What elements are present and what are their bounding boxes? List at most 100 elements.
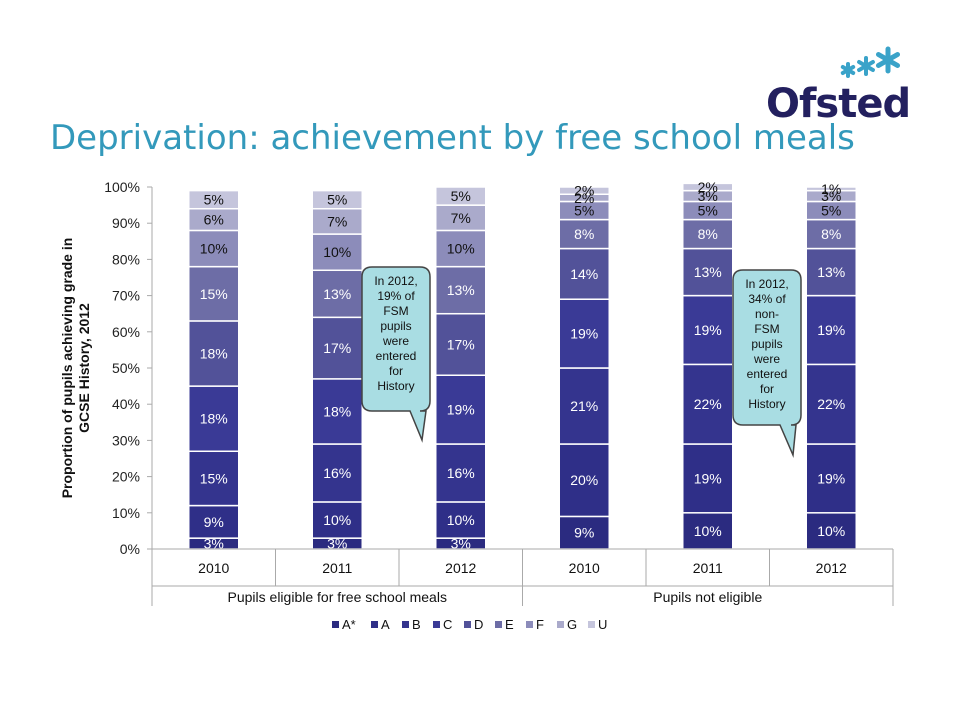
data-label: 8% — [574, 226, 594, 242]
bar-segment-c — [682, 294, 734, 366]
bar-segment-c — [435, 374, 487, 445]
legend-label: G — [567, 617, 577, 632]
data-label: 5% — [698, 203, 718, 219]
bar-segment-f — [311, 233, 363, 272]
y-tick-label: 90% — [112, 215, 140, 231]
bar-segment-c — [558, 298, 610, 369]
y-tick-label: 50% — [112, 360, 140, 376]
data-label: 8% — [698, 226, 718, 242]
legend-swatch — [332, 621, 339, 628]
data-label: 19% — [817, 470, 845, 486]
legend-swatch — [557, 621, 564, 628]
bar-segment-g — [311, 207, 363, 235]
y-tick-label: 0% — [120, 541, 140, 557]
bar-segment-b — [558, 367, 610, 445]
data-label: 5% — [574, 203, 594, 219]
logo-text: Ofsted — [766, 81, 910, 122]
data-label: 13% — [323, 286, 351, 302]
data-label: 18% — [200, 346, 228, 362]
ofsted-logo: Ofsted — [766, 46, 911, 122]
bar-segment-c — [805, 294, 857, 366]
data-label: 18% — [200, 411, 228, 427]
legend-label: B — [412, 617, 421, 632]
data-label: 13% — [447, 282, 475, 298]
bar-segment-u — [682, 182, 734, 192]
callout-text: In 2012, 19% of FSM pupils were entered for His… — [374, 274, 417, 393]
bar-segment-u — [805, 186, 857, 192]
legend-swatch — [433, 621, 440, 628]
data-label: 3% — [204, 536, 224, 552]
bar-segment-d — [558, 247, 610, 300]
legend-item: C — [433, 617, 452, 632]
data-label: 5% — [451, 188, 471, 204]
data-label: 3% — [821, 188, 841, 204]
y-tick-label: 70% — [112, 288, 140, 304]
x-tick-label: 2010 — [569, 560, 600, 576]
data-label: 10% — [323, 512, 351, 528]
data-label: 2% — [574, 183, 594, 199]
y-tick-label: 20% — [112, 469, 140, 485]
data-label: 3% — [327, 536, 347, 552]
data-label: 22% — [694, 396, 722, 412]
data-label: 14% — [570, 266, 598, 282]
legend-item: D — [464, 617, 483, 632]
legend-label: A — [381, 617, 390, 632]
data-label: 19% — [570, 326, 598, 342]
data-label: 16% — [323, 465, 351, 481]
data-label: 5% — [327, 192, 347, 208]
data-label: 19% — [817, 322, 845, 338]
x-tick-label: 2010 — [198, 560, 229, 576]
data-label: 2% — [698, 179, 718, 195]
data-label: 10% — [200, 241, 228, 257]
data-label: 10% — [817, 523, 845, 539]
data-label: 19% — [694, 470, 722, 486]
callout-bubble — [361, 266, 431, 443]
bar-segment-u — [188, 189, 240, 210]
legend-swatch — [402, 621, 409, 628]
data-label: 1% — [821, 181, 841, 197]
legend-item: F — [526, 617, 544, 632]
bar-segment-b — [311, 443, 363, 503]
data-label: 19% — [447, 402, 475, 418]
data-label: 9% — [574, 525, 594, 541]
data-label: 15% — [200, 470, 228, 486]
data-label: 10% — [447, 512, 475, 528]
data-label: 5% — [821, 203, 841, 219]
data-label: 10% — [323, 244, 351, 260]
data-label: 22% — [817, 396, 845, 412]
bar-segment-d — [682, 247, 734, 297]
bar-segment-u — [311, 189, 363, 210]
data-label: 9% — [204, 514, 224, 530]
y-tick-label: 80% — [112, 251, 140, 267]
data-label: 10% — [447, 241, 475, 257]
y-tick-label: 10% — [112, 505, 140, 521]
x-group-label: Pupils not eligible — [653, 589, 762, 605]
data-label: 8% — [821, 226, 841, 242]
y-tick-label: 30% — [112, 432, 140, 448]
legend-label: C — [443, 617, 452, 632]
annotation-callout: In 2012, 19% of FSM pupils were entered for His… — [361, 266, 431, 443]
data-label: 13% — [694, 264, 722, 280]
bar-segment-a — [558, 443, 610, 518]
bar-segment-a — [805, 443, 857, 514]
logo-stars-icon — [840, 46, 901, 78]
bar-segment-e — [805, 218, 857, 250]
legend-label: F — [536, 617, 544, 632]
bar-segment-a — [435, 501, 487, 539]
data-label: 7% — [451, 210, 471, 226]
x-tick-label: 2012 — [445, 560, 476, 576]
data-label: 15% — [200, 286, 228, 302]
slide-title: Deprivation: achievement by free school … — [50, 118, 855, 158]
bar-segment-c — [188, 385, 240, 453]
legend-label: D — [474, 617, 483, 632]
callout-text: In 2012, 34% of non-FSM pupils were entered fo… — [745, 277, 788, 411]
legend-swatch — [526, 621, 533, 628]
x-tick-label: 2011 — [322, 560, 352, 576]
y-tick-label: 60% — [112, 324, 140, 340]
legend-label: A* — [342, 617, 356, 632]
data-label: 6% — [204, 212, 224, 228]
data-label: 18% — [323, 403, 351, 419]
bar-segment-u — [558, 186, 610, 195]
bar-segment-e — [558, 218, 610, 250]
